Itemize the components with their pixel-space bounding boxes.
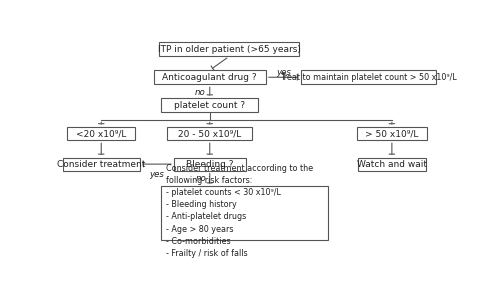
Text: 20 - 50 x10⁹/L: 20 - 50 x10⁹/L [178, 129, 242, 138]
Text: <20 x10⁹/L: <20 x10⁹/L [76, 129, 126, 138]
Text: Bleeding ?: Bleeding ? [186, 160, 234, 169]
FancyBboxPatch shape [68, 127, 135, 140]
Text: > 50 x10⁹/L: > 50 x10⁹/L [365, 129, 418, 138]
Text: Consider treatment: Consider treatment [57, 160, 146, 169]
FancyBboxPatch shape [154, 70, 266, 84]
FancyBboxPatch shape [301, 70, 436, 84]
Text: platelet count ?: platelet count ? [174, 101, 246, 110]
Text: ITP in older patient (>65 years): ITP in older patient (>65 years) [158, 45, 300, 54]
FancyBboxPatch shape [162, 98, 258, 112]
Text: Anticoagulant drug ?: Anticoagulant drug ? [162, 73, 257, 82]
Text: no: no [196, 174, 206, 183]
Text: Consider treatment according to the
following risk factors:
- platelet counts < : Consider treatment according to the foll… [166, 164, 314, 258]
Text: Treat to maintain platelet count > 50 x10⁹/L: Treat to maintain platelet count > 50 x1… [280, 73, 457, 82]
Text: no: no [194, 88, 205, 97]
Text: Watch and wait: Watch and wait [357, 160, 427, 169]
FancyBboxPatch shape [167, 127, 252, 140]
FancyBboxPatch shape [357, 127, 427, 140]
FancyBboxPatch shape [62, 158, 140, 171]
Text: yes: yes [276, 68, 291, 77]
Text: yes: yes [150, 170, 164, 179]
FancyBboxPatch shape [160, 42, 299, 56]
FancyBboxPatch shape [162, 186, 328, 240]
FancyBboxPatch shape [358, 158, 426, 171]
FancyBboxPatch shape [174, 158, 246, 171]
